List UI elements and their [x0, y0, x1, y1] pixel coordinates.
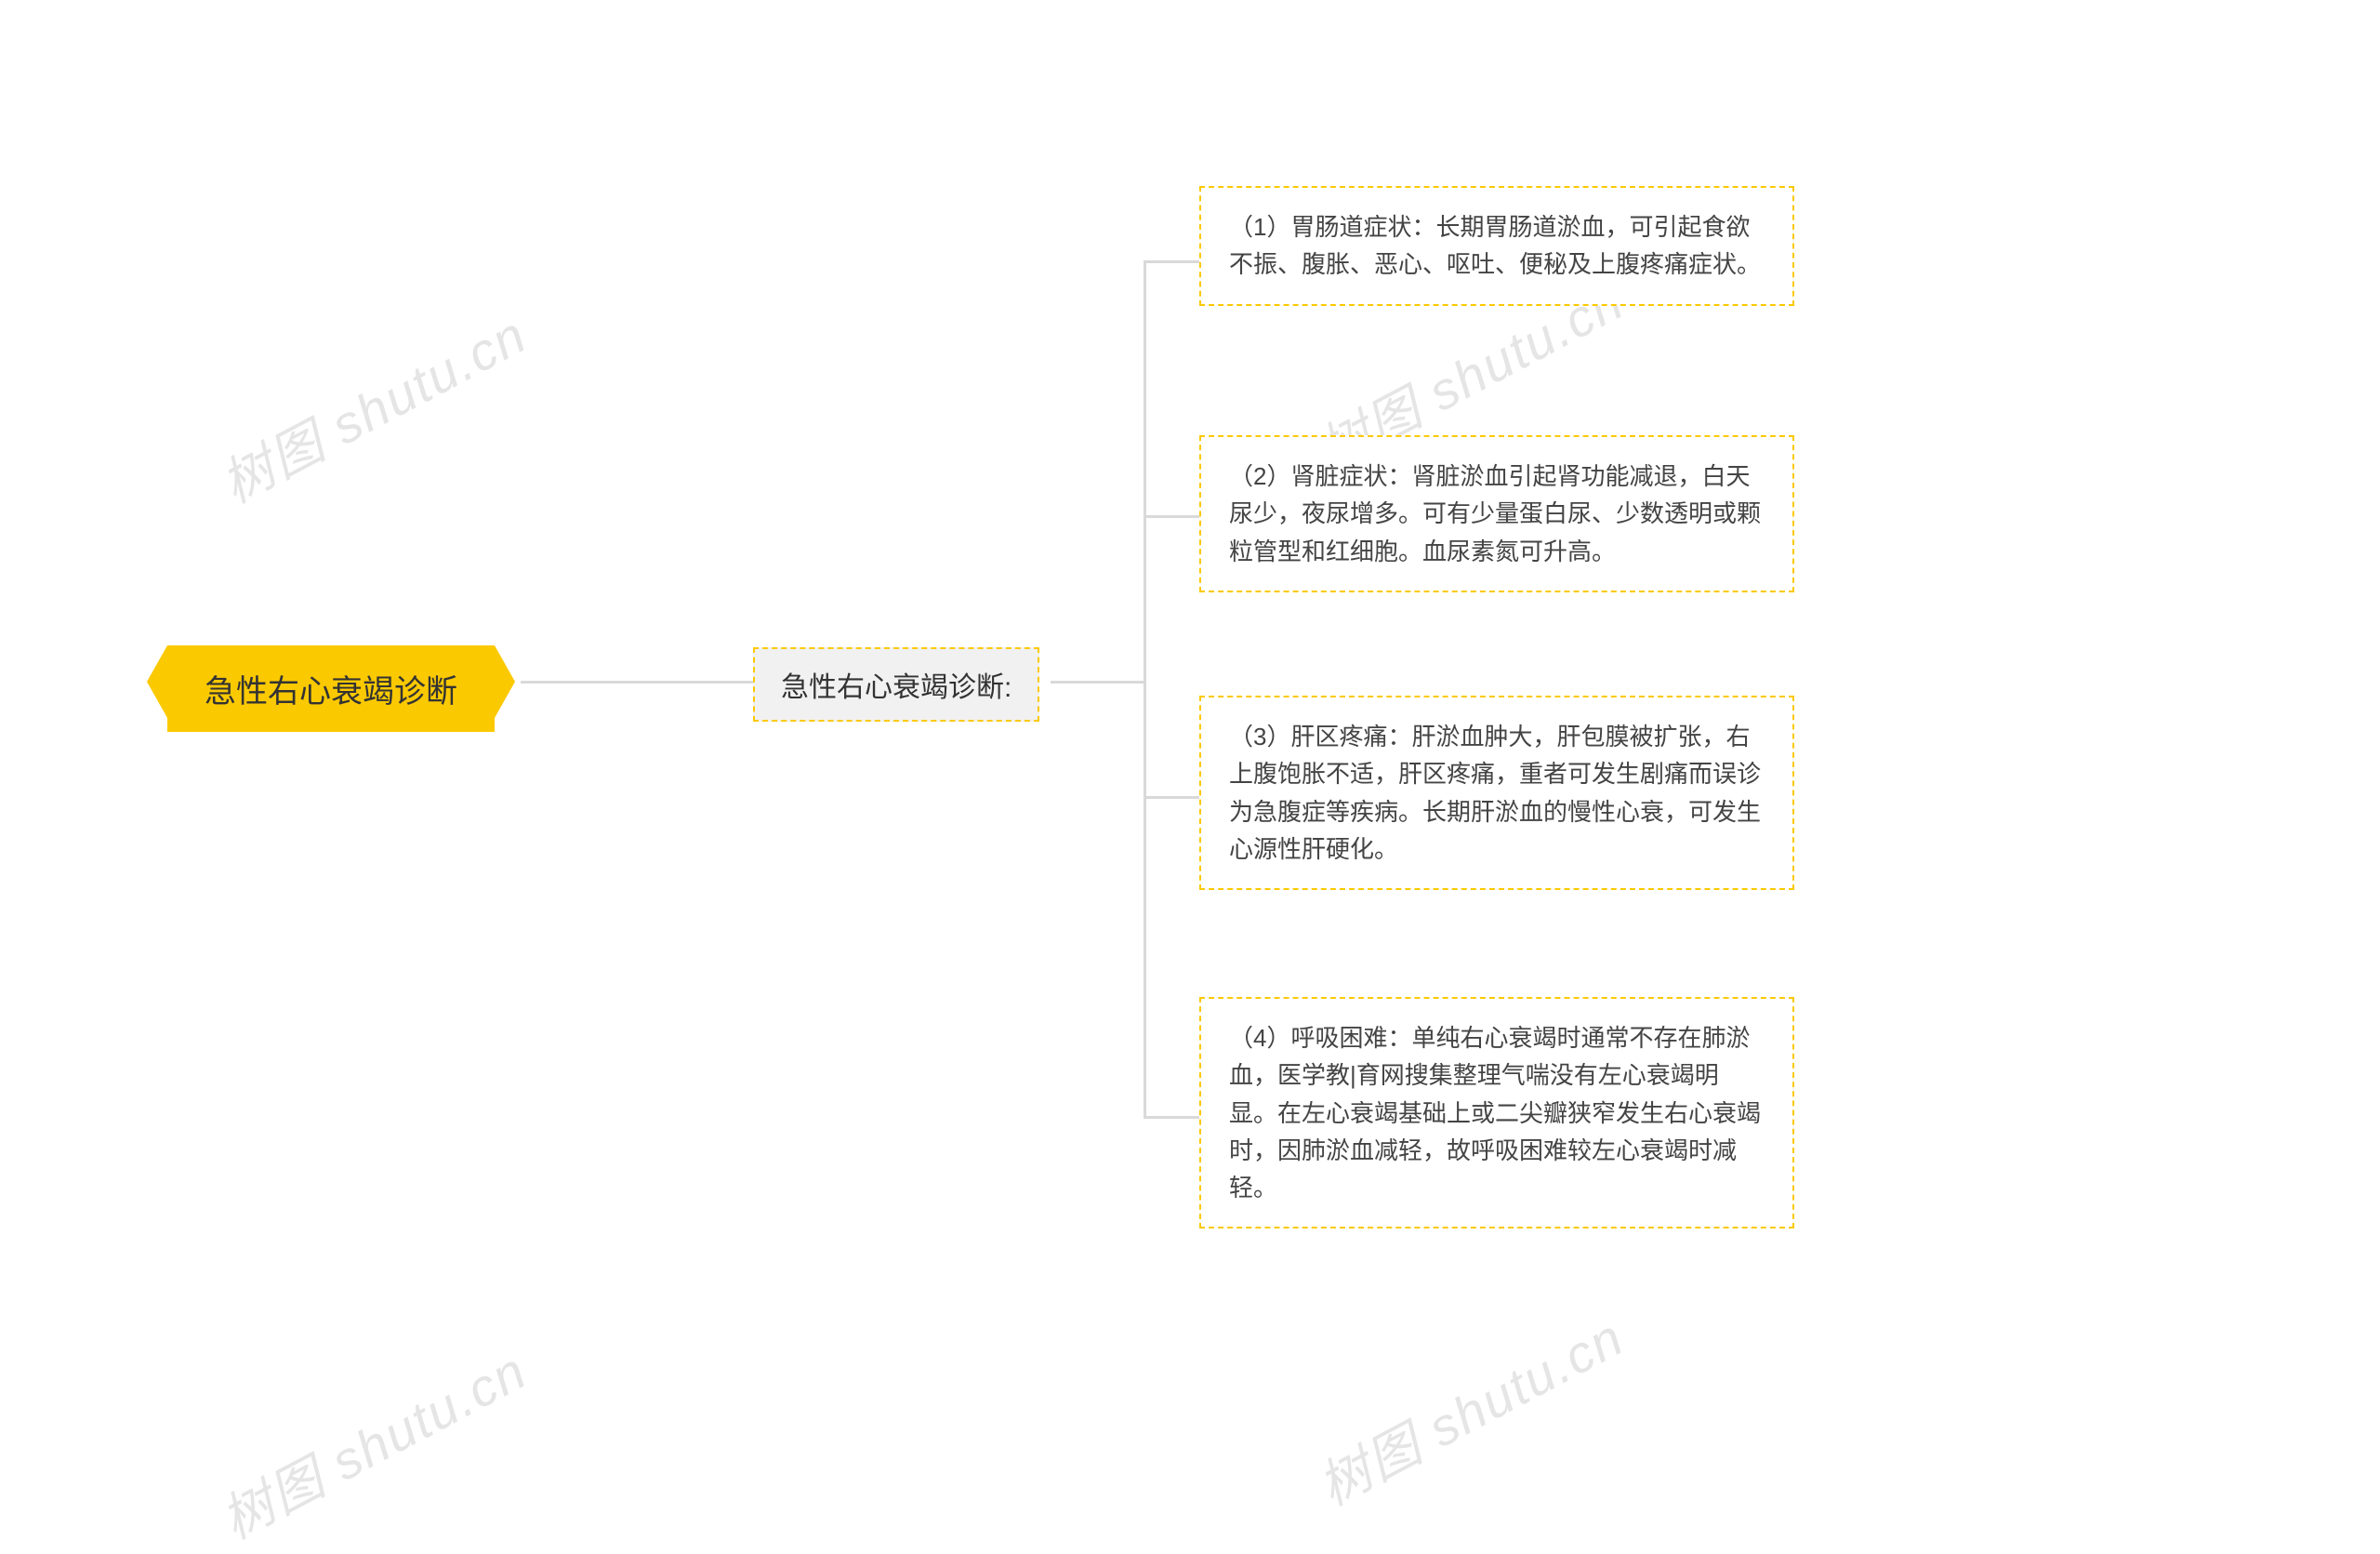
connector — [521, 681, 753, 684]
leaf-node-2[interactable]: （2）肾脏症状：肾脏淤血引起肾功能减退，白天尿少，夜尿增多。可有少量蛋白尿、少数… — [1199, 435, 1794, 592]
connector — [1144, 260, 1146, 1116]
leaf-node-1[interactable]: （1）胃肠道症状：长期胃肠道淤血，可引起食欲不振、腹胀、恶心、呕吐、便秘及上腹疼… — [1199, 186, 1794, 306]
connector — [1051, 681, 1144, 684]
connector — [1144, 1116, 1199, 1119]
mindmap-canvas: 树图 shutu.cn 树图 shutu.cn 树图 shutu.cn 树图 s… — [0, 0, 2380, 1504]
watermark: 树图 shutu.cn — [206, 294, 538, 518]
leaf-node-text: （3）肝区疼痛：肝淤血肿大，肝包膜被扩张，右上腹饱胀不适，肝区疼痛，重者可发生剧… — [1229, 723, 1761, 863]
leaf-node-text: （2）肾脏症状：肾脏淤血引起肾功能减退，白天尿少，夜尿增多。可有少量蛋白尿、少数… — [1229, 462, 1761, 565]
connector — [1144, 796, 1199, 799]
watermark: 树图 shutu.cn — [1303, 1296, 1635, 1521]
mid-node[interactable]: 急性右心衰竭诊断: — [753, 647, 1039, 722]
connector — [1144, 515, 1199, 518]
watermark: 树图 shutu.cn — [206, 1330, 538, 1554]
leaf-node-text: （1）胃肠道症状：长期胃肠道淤血，可引起食欲不振、腹胀、恶心、呕吐、便秘及上腹疼… — [1229, 213, 1761, 278]
leaf-node-4[interactable]: （4）呼吸困难：单纯右心衰竭时通常不存在肺淤血，医学教|育网搜集整理气喘没有左心… — [1199, 997, 1794, 1229]
leaf-node-text: （4）呼吸困难：单纯右心衰竭时通常不存在肺淤血，医学教|育网搜集整理气喘没有左心… — [1229, 1024, 1761, 1202]
root-node-label: 急性右心衰竭诊断 — [205, 674, 457, 710]
connector — [1144, 260, 1199, 263]
root-node[interactable]: 急性右心衰竭诊断 — [167, 645, 495, 732]
leaf-node-3[interactable]: （3）肝区疼痛：肝淤血肿大，肝包膜被扩张，右上腹饱胀不适，肝区疼痛，重者可发生剧… — [1199, 696, 1794, 890]
mid-node-label: 急性右心衰竭诊断: — [781, 672, 1012, 703]
